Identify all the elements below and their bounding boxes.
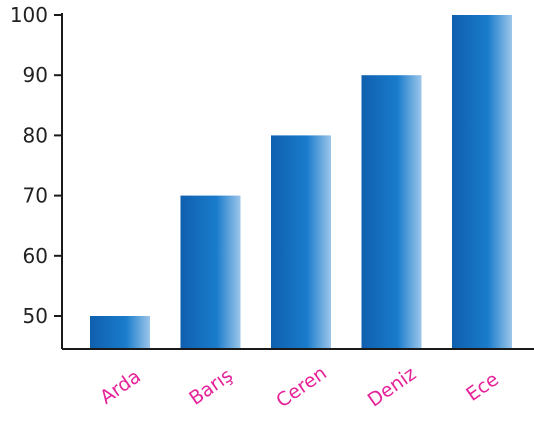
bar-ece	[452, 15, 512, 349]
x-category-label: Arda	[96, 365, 145, 408]
bar-barış	[181, 196, 241, 349]
x-category-label: Ece	[462, 368, 503, 406]
x-category-label: Ceren	[272, 362, 331, 412]
y-tick-label: 80	[23, 123, 48, 147]
x-category-label: Barış	[185, 364, 237, 409]
bar-ceren	[271, 135, 331, 349]
y-tick-label: 70	[23, 184, 48, 208]
y-tick-label: 60	[23, 244, 48, 268]
y-axis-ticks: 50 60 70 80 90 100	[10, 3, 62, 328]
x-axis-labels: Arda Barış Ceren Deniz Ece	[96, 362, 503, 412]
y-tick-label: 100	[10, 3, 48, 27]
bar-deniz	[362, 75, 422, 349]
x-category-label: Deniz	[364, 363, 421, 412]
bar-arda	[90, 316, 150, 349]
bars-group	[90, 15, 512, 349]
y-tick-label: 50	[23, 304, 48, 328]
y-tick-label: 90	[23, 63, 48, 87]
